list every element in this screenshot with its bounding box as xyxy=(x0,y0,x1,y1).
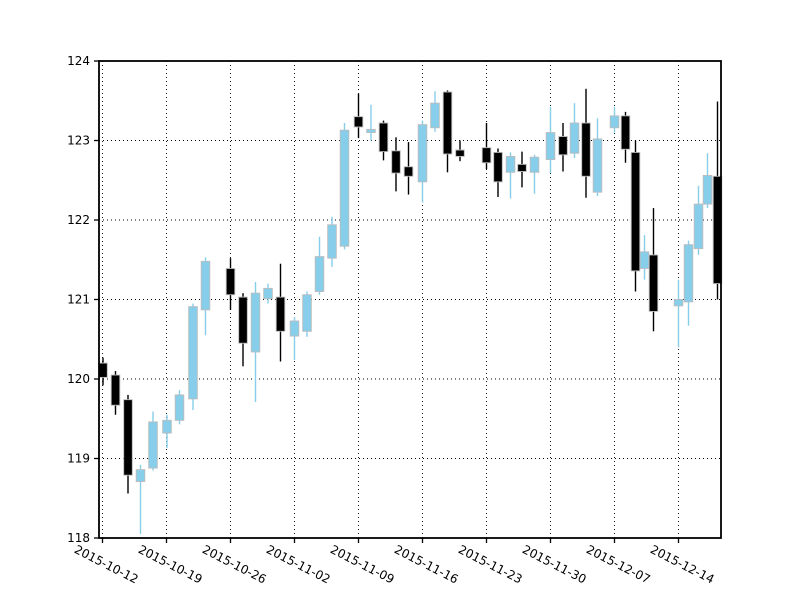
candle-body-down xyxy=(648,254,659,312)
y-axis-tick-label: 123 xyxy=(67,134,90,148)
candle-body-down xyxy=(493,151,503,183)
candle-body-up xyxy=(250,292,261,353)
candle-body-down xyxy=(238,296,248,344)
candle-body-up xyxy=(430,102,440,129)
candle-body-up xyxy=(148,421,158,469)
candle-body-up xyxy=(545,132,556,161)
candle-body-up xyxy=(639,251,650,269)
candle-body-down xyxy=(481,147,492,164)
candle-body-up xyxy=(162,419,172,434)
candle-body-up xyxy=(417,124,428,183)
candle-body-up xyxy=(188,306,198,400)
candle-body-up xyxy=(135,469,146,483)
candle-body-up xyxy=(529,156,540,173)
y-axis-tick-label: 122 xyxy=(67,213,90,227)
candle-body-down xyxy=(581,122,591,177)
candle-body-down xyxy=(391,150,401,174)
candle-body-up xyxy=(609,115,620,129)
candle-body-up xyxy=(673,299,684,307)
candle-body-up xyxy=(314,256,325,293)
candle-body-down xyxy=(403,166,414,177)
candle-body-down xyxy=(455,149,465,157)
candle-body-up xyxy=(289,320,300,337)
y-axis-tick-label: 119 xyxy=(67,452,90,466)
candle-body-down xyxy=(517,163,527,172)
candle-body-down xyxy=(123,399,133,476)
candle-body-up xyxy=(505,155,516,173)
candle-body-down xyxy=(620,115,631,150)
candle-body-up xyxy=(327,224,337,259)
candle-body-down xyxy=(558,136,568,156)
candle-body-up xyxy=(702,175,713,205)
candle-body-down xyxy=(630,151,641,272)
candle-body-up xyxy=(174,394,185,421)
y-axis-tick-label: 124 xyxy=(67,54,90,68)
candle-body-down xyxy=(110,374,121,406)
candle-body-down xyxy=(98,362,108,378)
candle-body-down xyxy=(442,91,453,155)
y-axis-tick-label: 121 xyxy=(67,293,90,307)
candle-body-down xyxy=(275,296,286,332)
candle-body-down xyxy=(353,116,364,128)
y-axis-tick-label: 118 xyxy=(67,531,90,545)
candle-body-up xyxy=(302,294,312,332)
candle-body-up xyxy=(263,287,273,300)
candle-body-up xyxy=(339,129,350,247)
candle-body-down xyxy=(378,122,389,153)
y-axis-tick-label: 120 xyxy=(67,372,90,386)
candle-body-up xyxy=(366,128,376,133)
candle-body-up xyxy=(693,203,704,250)
candle-body-up xyxy=(569,122,580,154)
candle-body-up xyxy=(683,244,694,303)
candle-body-up xyxy=(592,138,603,193)
plot-frame xyxy=(98,60,722,539)
candle-body-down xyxy=(225,268,236,296)
candle-body-up xyxy=(200,260,211,311)
